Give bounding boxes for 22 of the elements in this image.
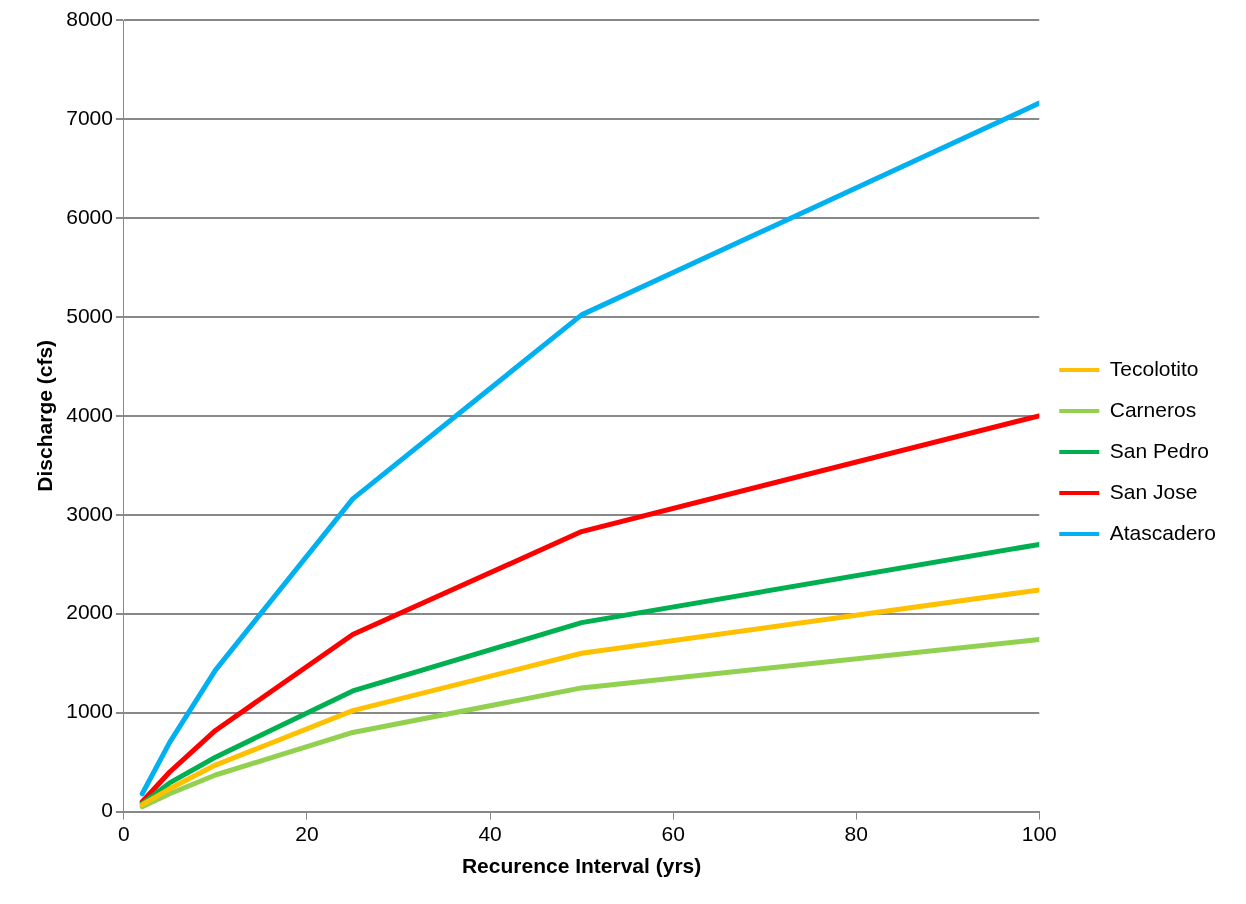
x-tick-label: 60 xyxy=(661,822,685,845)
y-axis-title: Discharge (cfs) xyxy=(33,339,57,492)
y-tick-label: 3000 xyxy=(66,501,113,525)
legend-label: Carneros xyxy=(1109,397,1197,421)
x-axis-title: Recurence Interval (yrs) xyxy=(461,854,702,878)
y-tick-label: 0 xyxy=(101,798,113,822)
y-tick-label: 6000 xyxy=(66,204,113,228)
y-tick-label: 8000 xyxy=(66,6,113,30)
legend-label: San Pedro xyxy=(1109,438,1210,462)
y-tick-label: 1000 xyxy=(66,699,113,723)
x-tick-label: 20 xyxy=(295,822,319,845)
x-tick-label: 40 xyxy=(478,822,502,845)
legend-label: Tecolotito xyxy=(1109,356,1199,380)
legend-label: Atascadero xyxy=(1109,520,1216,544)
x-tick-label: 100 xyxy=(1021,822,1057,845)
y-tick-label: 4000 xyxy=(66,402,113,426)
y-tick-label: 5000 xyxy=(66,303,113,327)
y-tick-label: 2000 xyxy=(66,600,113,624)
legend-label: San Jose xyxy=(1109,479,1198,503)
x-tick-label: 0 xyxy=(118,822,130,845)
x-tick-label: 80 xyxy=(844,822,868,845)
y-tick-label: 7000 xyxy=(66,105,113,129)
